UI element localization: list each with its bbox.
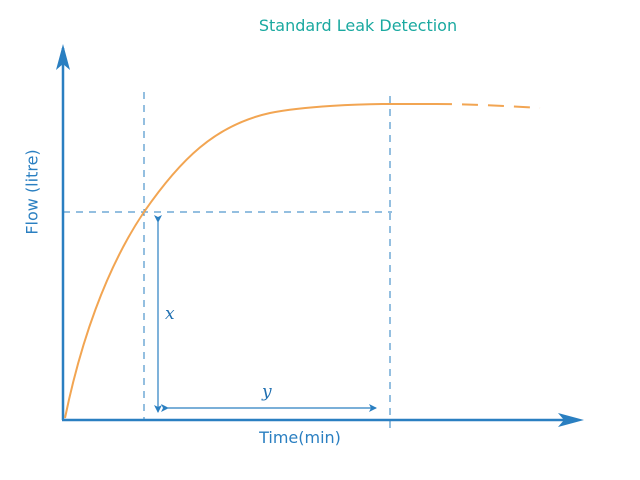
y-axis-arrowhead (56, 44, 70, 70)
y-axis-label: Flow (litre) (22, 149, 42, 235)
diagram-title: Standard Leak Detection (258, 16, 458, 35)
x-variable-label: x (165, 304, 175, 324)
y-variable-label: y (262, 382, 272, 402)
x-axis-arrowhead (558, 413, 584, 427)
x-axis-label: Time(min) (259, 428, 341, 447)
flow-curve-extension (435, 103, 541, 109)
flow-curve (64, 103, 436, 419)
